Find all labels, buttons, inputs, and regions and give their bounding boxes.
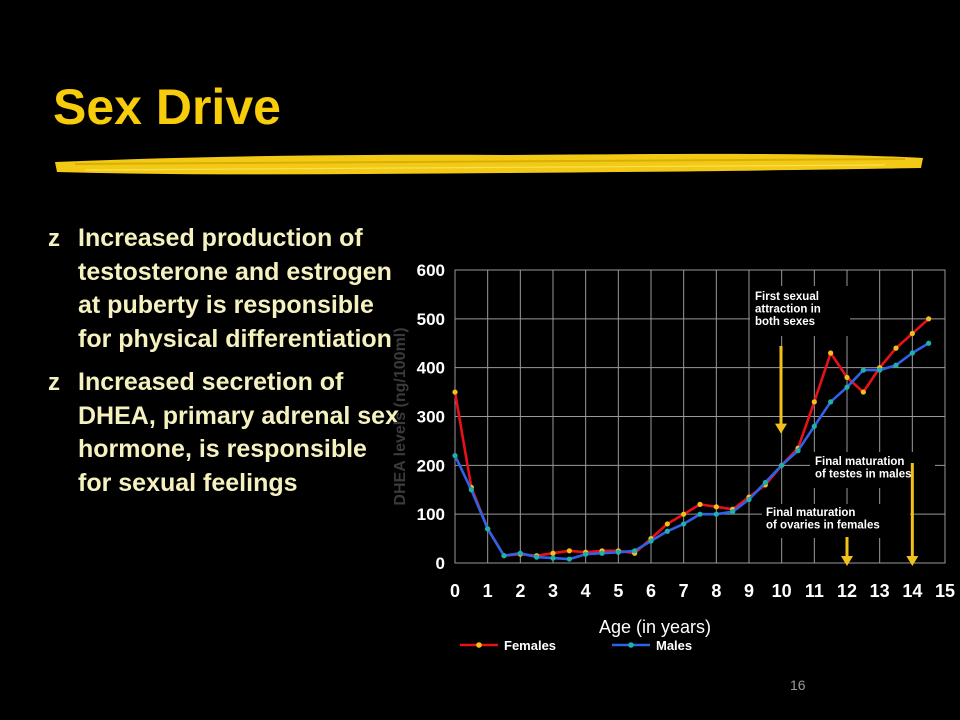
females-data-point (844, 374, 850, 381)
title-underline-brushstroke (55, 153, 923, 175)
males-data-point (877, 367, 883, 373)
males-data-point (762, 479, 768, 486)
annotation-ovaries-arrow-head (841, 556, 853, 566)
x-tick-label: 5 (613, 581, 623, 601)
females-data-point (909, 330, 915, 337)
females-data-point (713, 504, 719, 510)
males-data-point (648, 538, 654, 544)
females-data-point (828, 350, 834, 356)
males-data-point (485, 526, 491, 532)
bullet-text: Increased secretion of DHEA, primary adr… (78, 368, 399, 497)
y-tick-label: 100 (417, 505, 445, 524)
males-data-point (746, 496, 752, 503)
x-tick-label: 1 (483, 581, 493, 601)
x-tick-label: 14 (902, 581, 922, 601)
annotation-bg (810, 452, 935, 488)
x-tick-label: 9 (744, 581, 754, 601)
legend-marker-females (476, 642, 482, 648)
males-data-point (713, 511, 719, 517)
x-tick-label: 8 (711, 581, 721, 601)
males-data-point (926, 340, 932, 346)
x-tick-label: 15 (935, 581, 955, 601)
x-tick-label: 6 (646, 581, 656, 601)
females-data-point (811, 399, 817, 405)
males-data-point (501, 553, 507, 559)
x-tick-label: 10 (772, 581, 792, 601)
annotation-bg (750, 286, 850, 336)
bullet-text: Increased production of testosterone and… (78, 224, 392, 353)
females-data-point (550, 550, 556, 556)
males-data-point (681, 521, 687, 527)
males-data-point (860, 367, 866, 373)
males-data-point (583, 551, 589, 557)
y-tick-label: 400 (417, 359, 445, 378)
x-tick-label: 12 (837, 581, 857, 601)
males-data-point (909, 350, 915, 356)
slide-title: Sex Drive (53, 79, 281, 135)
x-tick-label: 13 (870, 581, 890, 601)
y-tick-label: 600 (417, 261, 445, 280)
males-data-point (632, 548, 638, 554)
females-data-point (860, 389, 866, 395)
females-data-point (452, 389, 458, 395)
y-tick-label: 200 (417, 456, 445, 475)
females-data-point (664, 521, 670, 527)
bullet-marker: z (48, 369, 60, 396)
x-tick-label: 2 (515, 581, 525, 601)
males-data-point (534, 554, 540, 560)
males-data-point (828, 399, 834, 405)
annotation-bg (762, 504, 910, 538)
bullet-item-production: z Increased production of testosterone a… (42, 222, 402, 356)
x-tick-label: 4 (581, 581, 591, 601)
males-data-point (779, 462, 785, 468)
y-axis-label: DHEA levels (ng/100ml) (392, 327, 409, 505)
bullet-item-dhea: z Increased secretion of DHEA, primary a… (42, 366, 402, 500)
males-data-point (811, 423, 817, 429)
females-data-point (926, 316, 932, 322)
females-data-point (893, 345, 899, 351)
males-data-point (664, 528, 670, 534)
males-data-point (730, 509, 736, 515)
females-data-point (681, 511, 687, 517)
x-tick-label: 11 (805, 581, 824, 601)
females-data-point (566, 548, 572, 554)
females-data-point (697, 501, 703, 507)
males-data-point (468, 487, 474, 493)
x-tick-label: 0 (450, 581, 460, 601)
x-tick-label: 7 (679, 581, 689, 601)
x-tick-label: 3 (548, 581, 558, 601)
legend-label-males: Males (656, 638, 692, 653)
legend-marker-males (628, 642, 634, 648)
annotation-ovaries: Final maturation of ovaries in females (766, 507, 880, 532)
males-data-point (893, 362, 899, 368)
legend-label-females: Females (504, 638, 556, 653)
y-tick-label: 300 (417, 408, 445, 427)
y-tick-label: 0 (436, 554, 445, 573)
annotation-testes-arrow-head (906, 556, 919, 566)
annotation-first-attraction: First sexual attraction in both sexes (755, 291, 821, 328)
x-axis-label: Age (in years) (599, 617, 711, 637)
males-data-point (566, 556, 572, 562)
males-data-point (452, 452, 458, 459)
males-data-point (795, 448, 801, 454)
males-data-point (844, 384, 850, 390)
y-tick-label: 500 (417, 310, 445, 329)
annotation-first-attraction-arrow-head (775, 423, 787, 434)
males-data-point (615, 549, 621, 555)
bullet-list: z Increased production of testosterone a… (42, 222, 402, 510)
males-data-point (697, 511, 703, 517)
bullet-marker: z (48, 225, 60, 252)
males-data-point (550, 555, 556, 561)
males-series-line (453, 342, 930, 561)
annotation-testes: Final maturation of testes in males (815, 456, 912, 481)
males-data-point (517, 550, 523, 556)
males-data-point (599, 550, 605, 556)
dhea-line-chart: DHEA levels (ng/100ml)010020030040050060… (392, 261, 955, 653)
page-number: 16 (790, 677, 806, 693)
